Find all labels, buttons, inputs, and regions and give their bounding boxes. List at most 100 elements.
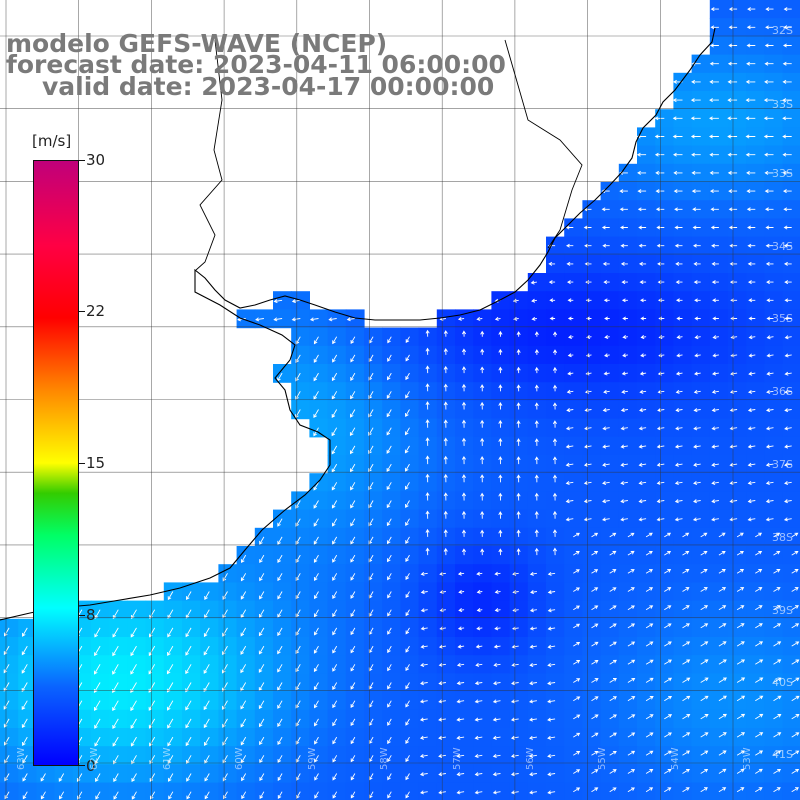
wind-cell — [691, 127, 711, 147]
wind-arrow — [443, 419, 448, 428]
wind-arrow — [461, 492, 466, 501]
wind-cell — [546, 637, 565, 656]
wind-arrow — [584, 444, 592, 449]
wind-cell — [582, 364, 602, 383]
wind-arrow — [425, 437, 430, 446]
wind-cell — [600, 436, 620, 456]
wind-cell — [455, 327, 474, 347]
wind-arrow — [405, 482, 410, 490]
wind-arrow — [638, 480, 647, 486]
wind-cell — [436, 764, 456, 784]
wind-cell — [546, 582, 565, 602]
wind-arrow — [784, 316, 792, 321]
wind-arrow — [784, 480, 792, 486]
wind-arrow — [498, 402, 503, 410]
wind-cell — [746, 364, 765, 383]
colorbar-tick-22: 22 — [86, 302, 106, 320]
wind-arrow — [58, 773, 65, 782]
wind-cell — [418, 728, 438, 747]
wind-cell — [473, 546, 492, 565]
wind-arrow — [567, 280, 574, 285]
wind-arrow — [627, 569, 635, 574]
wind-cell — [764, 291, 784, 310]
wind-cell — [691, 309, 711, 329]
wind-cell — [309, 309, 329, 329]
wind-cell — [691, 491, 711, 511]
wind-cell — [600, 418, 620, 438]
wind-cell — [527, 764, 547, 784]
wind-cell — [564, 491, 583, 511]
wind-arrow — [602, 444, 610, 449]
wind-arrow — [480, 366, 485, 374]
wind-cell — [655, 418, 674, 438]
wind-arrow — [791, 587, 799, 592]
wind-arrow — [682, 532, 690, 538]
wind-arrow — [573, 751, 581, 756]
wind-cell — [418, 436, 438, 456]
wind-arrow — [727, 134, 738, 139]
wind-arrow — [718, 569, 726, 574]
wind-cell — [509, 637, 529, 656]
wind-arrow — [387, 372, 392, 381]
wind-arrow — [700, 532, 708, 538]
wind-cell — [764, 163, 784, 183]
wind-arrow — [682, 768, 690, 774]
wind-cell — [655, 200, 674, 219]
wind-arrow — [492, 699, 501, 704]
wind-arrow — [622, 316, 628, 321]
wind-cell — [418, 418, 438, 438]
wind-cell — [709, 200, 729, 219]
wind-arrow — [657, 261, 665, 266]
wind-arrow — [494, 626, 501, 631]
wind-arrow — [185, 609, 192, 619]
wind-arrow — [461, 455, 466, 465]
wind-arrow — [149, 773, 156, 782]
wind-arrow — [552, 529, 557, 537]
wind-arrow — [332, 736, 338, 745]
wind-cell — [746, 36, 765, 56]
wind-arrow — [94, 627, 101, 638]
wind-arrow — [664, 550, 672, 556]
wind-cell — [473, 582, 492, 602]
wind-cell — [455, 728, 474, 747]
wind-arrow — [691, 189, 701, 194]
wind-arrow — [700, 550, 708, 556]
wind-arrow — [682, 695, 691, 702]
wind-cell — [600, 309, 620, 329]
wind-cell — [673, 163, 693, 183]
wind-arrow — [531, 298, 537, 303]
wind-cell — [618, 491, 638, 511]
wind-arrow — [529, 608, 537, 613]
wind-arrow — [783, 517, 792, 522]
wind-arrow — [547, 735, 556, 740]
wind-arrow — [745, 134, 756, 139]
wind-arrow — [729, 444, 738, 449]
lat-label-40s: 40S — [772, 676, 793, 689]
wind-cell — [546, 564, 565, 583]
wind-cell — [182, 782, 201, 800]
wind-arrow — [419, 735, 428, 740]
wind-arrow — [773, 750, 782, 756]
wind-cell — [473, 782, 492, 800]
wind-cell — [473, 400, 492, 420]
wind-cell — [746, 400, 765, 420]
wind-arrow — [591, 696, 599, 702]
wind-cell — [491, 527, 511, 547]
wind-cell — [546, 309, 565, 329]
wind-cell — [782, 655, 800, 674]
wind-cell — [418, 345, 438, 365]
wind-arrows — [3, 7, 800, 800]
wind-arrow — [718, 695, 727, 702]
wind-arrow — [755, 732, 764, 738]
wind-cell — [655, 400, 674, 420]
wind-arrow — [547, 681, 556, 686]
wind-arrow — [309, 317, 319, 322]
wind-arrow — [747, 243, 756, 248]
wind-arrow — [602, 243, 610, 248]
wind-cell — [746, 109, 765, 128]
wind-arrow — [755, 695, 764, 702]
wind-cell — [691, 163, 711, 183]
wind-arrow — [674, 480, 683, 486]
wind-arrow — [349, 445, 356, 455]
